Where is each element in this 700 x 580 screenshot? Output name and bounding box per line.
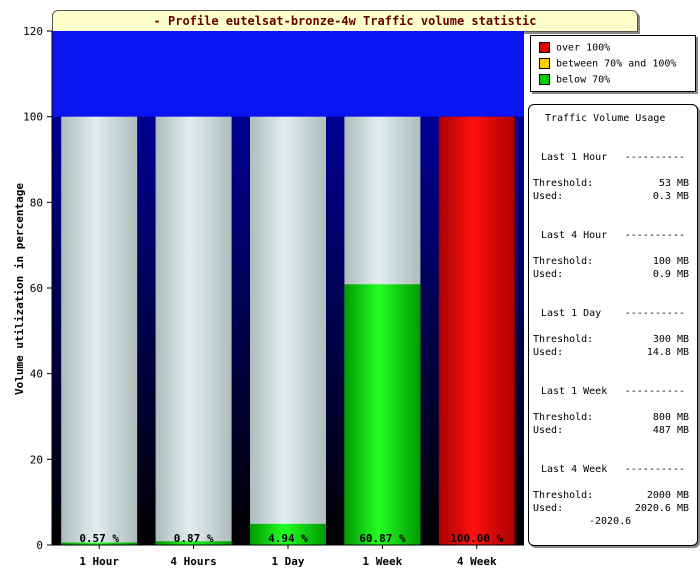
used-value: 0.9 MB [652,269,689,280]
y-tick-label: 80 [30,196,43,209]
data-bar [61,542,138,545]
period-name: Last 1 Hour [541,152,608,163]
data-bar [250,523,326,545]
overage-value: -2020.6 [589,516,632,527]
y-tick-label: 0 [36,539,43,552]
used-value: 2020.6 MB [634,503,689,514]
data-label: 100.00 % [450,532,503,545]
used-value: 0.3 MB [652,191,689,202]
data-label: 0.57 % [79,532,119,545]
bars-group: 0.57 % 0.87 % 4.94 % 60.87 % 100.00 % [61,116,515,546]
legend: over 100% between 70% and 100% below 70% [530,35,696,92]
period-heading: Last 1 Week ---------- [541,386,691,397]
period-heading: Last 1 Day ---------- [541,308,691,319]
used-label: Used: [533,269,564,280]
legend-label-over: over 100% [556,42,611,54]
plot-over-capacity-band [52,31,524,117]
threshold-label: Threshold: [533,490,594,501]
period-divider: ---------- [624,230,685,241]
axes-group: 1 Hour 4 Hours 1 Day 1 Week 4 Week 0 20 40 60 80 1… [23,25,524,568]
y-tick-label: 20 [30,453,43,466]
period-divider: ---------- [624,308,685,319]
threshold-label: Threshold: [533,334,594,345]
capacity-bar [250,116,326,546]
threshold-value: 300 MB [652,334,689,345]
x-tick-label: 1 Day [271,555,304,568]
x-tick-label: 1 Week [363,555,403,568]
capacity-bar [61,116,138,546]
period-name: Last 1 Day [541,308,602,319]
period-name: Last 1 Week [541,386,608,397]
y-tick-label: 60 [30,282,43,295]
traffic-usage-panel: Traffic Volume Usage Last 1 Hour -------… [528,104,698,546]
period-heading: Last 1 Hour ---------- [541,152,691,163]
threshold-label: Threshold: [533,412,594,423]
threshold-value: 100 MB [652,256,689,267]
data-bar [438,116,515,546]
used-label: Used: [533,503,564,514]
x-tick-label: 4 Hours [170,555,216,568]
period-name: Last 4 Week [541,464,608,475]
period-divider: ---------- [624,386,685,397]
data-label: 4.94 % [268,532,308,545]
data-bar [155,541,232,545]
legend-swatch-over [539,42,550,53]
used-value: 14.8 MB [646,347,689,358]
legend-label-mid: between 70% and 100% [556,58,677,70]
data-label: 0.87 % [174,532,214,545]
period-divider: ---------- [624,464,685,475]
threshold-value: 53 MB [658,178,689,189]
x-tick-label: 4 Week [457,555,497,568]
period-heading: Last 4 Hour ---------- [541,230,691,241]
y-tick-label: 120 [23,25,43,38]
data-bar [344,284,421,545]
y-axis-label: Volume utilization in percentage [13,183,26,395]
threshold-label: Threshold: [533,256,594,267]
legend-label-below: below 70% [556,74,611,86]
data-label: 60.87 % [359,532,406,545]
y-tick-label: 100 [23,111,43,124]
legend-item-over: over 100% [539,42,610,54]
legend-swatch-mid [539,58,550,69]
threshold-value: 800 MB [652,412,689,423]
y-tick-label: 40 [30,368,43,381]
threshold-label: Threshold: [533,178,594,189]
usage-title: Traffic Volume Usage [545,113,666,124]
period-heading: Last 4 Week ---------- [541,464,691,475]
used-label: Used: [533,191,564,202]
used-label: Used: [533,425,564,436]
capacity-bar [155,116,232,546]
period-name: Last 4 Hour [541,230,608,241]
legend-swatch-below [539,74,550,85]
used-label: Used: [533,347,564,358]
legend-item-mid: between 70% and 100% [539,58,676,70]
x-tick-label: 1 Hour [79,555,119,568]
period-divider: ---------- [624,152,685,163]
used-value: 487 MB [652,425,689,436]
legend-item-below: below 70% [539,74,610,86]
threshold-value: 2000 MB [646,490,689,501]
